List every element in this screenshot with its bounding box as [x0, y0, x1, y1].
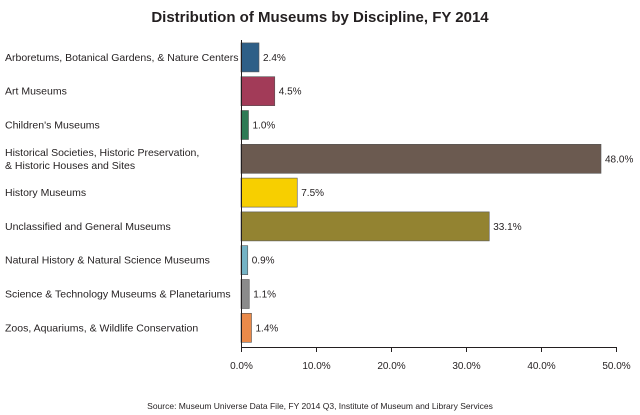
x-tick-label-3: 20.0% — [377, 361, 405, 372]
category-label-9: Zoos, Aquariums, & Wildlife Conservation — [5, 322, 198, 334]
bar-3 — [240, 110, 249, 140]
bar-9 — [240, 312, 252, 343]
category-label-4-line-2: & Historic Houses and Sites — [5, 160, 135, 172]
category-label-2: Art Museums — [5, 86, 67, 98]
data-label-8: 1.1% — [253, 290, 276, 301]
data-label-3: 1.0% — [253, 121, 276, 132]
category-label-6: Unclassified and General Museums — [5, 221, 171, 233]
axes-layer — [241, 40, 617, 348]
category-label-1: Arboretums, Botanical Gardens, & Nature … — [5, 52, 238, 64]
data-label-9: 1.4% — [256, 323, 279, 334]
category-label-8: Science & Technology Museums & Planetari… — [5, 289, 231, 301]
data-label-7: 0.9% — [252, 256, 275, 267]
bar-4 — [240, 144, 602, 174]
category-label-7: Natural History & Natural Science Museum… — [5, 255, 210, 267]
x-ticks-layer: 0.0% 10.0% 20.0% 30.0% 40.0% 50.0% — [230, 347, 631, 372]
data-label-4: 48.0% — [605, 154, 633, 165]
data-label-6: 33.1% — [493, 222, 521, 233]
category-label-4-line-1: Historical Societies, Historic Preservat… — [5, 147, 199, 159]
bar-1 — [240, 42, 260, 73]
bar-8 — [240, 279, 250, 309]
chart-title: Distribution of Museums by Discipline, F… — [151, 9, 489, 26]
x-tick-label-4: 30.0% — [452, 361, 480, 372]
category-label-3: Children's Museums — [5, 120, 100, 132]
data-label-2: 4.5% — [279, 87, 302, 98]
x-tick-label-6: 50.0% — [602, 361, 630, 372]
bar-2 — [240, 76, 276, 106]
x-tick-label-1: 0.0% — [230, 361, 253, 372]
data-label-5: 7.5% — [301, 188, 324, 199]
bar-6 — [240, 211, 490, 242]
bar-7 — [240, 245, 249, 275]
x-tick-label-2: 10.0% — [302, 361, 330, 372]
data-label-1: 2.4% — [263, 53, 286, 64]
x-tick-label-5: 40.0% — [527, 361, 555, 372]
bar-5 — [240, 177, 298, 208]
source-note: Source: Museum Universe Data File, FY 20… — [147, 401, 493, 411]
category-label-5: History Museums — [5, 187, 86, 199]
bars-layer: 2.4% 4.5% 1.0% 48.0% 7.5% 33.1% 0.9% 1.1% 1.4% — [240, 42, 633, 343]
category-labels-layer: Arboretums, Botanical Gardens, & Nature … — [5, 52, 238, 334]
